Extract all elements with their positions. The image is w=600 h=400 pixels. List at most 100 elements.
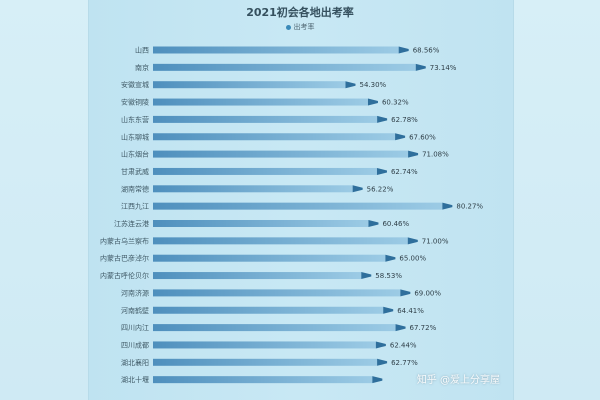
bar[interactable] [153,358,378,366]
data-label: 80.27% [456,203,483,211]
bar-tip [361,272,372,280]
bar[interactable] [153,133,396,141]
bar-tip [377,358,388,366]
bar-tip [442,202,453,210]
legend[interactable]: 出考率 [88,22,512,32]
bar[interactable] [153,272,362,280]
bar-group[interactable]: 湖北十堰 [121,375,383,384]
bar[interactable] [153,167,377,175]
legend-label: 出考率 [293,23,315,31]
category-tick-label: 内蒙古呼伦贝尔 [100,271,149,280]
bar-group[interactable]: 安徽宣城 54.30% [121,80,387,89]
bar[interactable] [153,46,399,54]
bar-group[interactable]: 湖南常德 56.22% [121,184,394,193]
bar[interactable] [153,324,396,332]
bar-group[interactable]: 山东聊城 67.60% [121,132,436,141]
bar-tip [352,185,363,193]
category-tick-label: 安徽宣城 [121,80,149,89]
bar-tip [398,46,409,54]
data-label: 67.72% [410,324,437,332]
bar[interactable] [153,98,368,106]
category-tick-label: 湖北十堰 [121,375,149,384]
bar-tip [383,306,394,314]
data-label: 71.00% [422,237,449,245]
data-label: 60.46% [382,220,409,228]
data-label: 54.30% [360,81,387,89]
data-label: 62.77% [391,359,418,367]
bar-group[interactable]: 江西九江 80.27% [121,202,483,211]
data-label: 68.56% [413,47,440,55]
bar[interactable] [153,237,408,245]
category-tick-label: 安徽铜陵 [121,98,149,107]
bar[interactable] [153,289,401,297]
category-tick-label: 甘肃武威 [121,167,149,176]
bar[interactable] [153,202,443,210]
bar-group[interactable]: 内蒙古呼伦贝尔 58.53% [100,271,402,280]
bar-tip [345,81,356,89]
bar-group[interactable]: 湖北襄阳 62.77% [121,358,418,367]
bar-tip [375,341,386,349]
bar[interactable] [153,254,386,262]
bar-group[interactable]: 内蒙古巴彦淖尔 65.00% [100,254,426,263]
category-tick-label: 四川内江 [121,323,149,332]
bar-group[interactable]: 内蒙古乌兰察布 71.00% [100,236,449,245]
bar-tip [395,133,406,141]
category-tick-label: 河南鹤壁 [121,306,149,315]
bar-tip [377,115,388,123]
bar-group[interactable]: 甘肃武威 62.74% [121,167,418,176]
category-tick-label: 山东烟台 [121,150,149,159]
category-tick-label: 湖北襄阳 [121,358,149,367]
data-label: 71.08% [422,151,449,159]
bar-group[interactable]: 南京 73.14% [135,63,457,72]
category-tick-label: 南京 [135,63,149,72]
category-tick-label: 河南济源 [121,288,149,297]
bar-tip [400,289,411,297]
category-tick-label: 内蒙古乌兰察布 [100,236,149,245]
bar-group[interactable]: 山东烟台 71.08% [121,150,449,159]
data-label: 65.00% [399,255,426,263]
bar-group[interactable]: 四川成都 62.44% [121,340,417,349]
bar-tip [385,254,396,262]
bar[interactable] [153,63,416,71]
bar-group[interactable]: 四川内江 67.72% [121,323,437,332]
data-label: 56.22% [367,185,394,193]
category-tick-label: 四川成都 [121,340,149,349]
bar[interactable] [153,81,346,89]
data-label: 62.44% [390,341,417,349]
bar-group[interactable]: 山东东营 62.78% [121,115,418,124]
category-tick-label: 内蒙古巴彦淖尔 [100,254,149,263]
bar-tip [408,150,419,158]
bar-tip [372,376,383,384]
data-label: 73.14% [430,64,457,72]
bar[interactable] [153,376,373,384]
bars-layer: 山西 68.56% 南京 73.14% 安徽宣城 54.30% 安徽铜陵 60.32% 山东东营… [100,46,483,385]
bar[interactable] [153,115,378,123]
bar[interactable] [153,220,369,227]
bar[interactable] [153,306,384,314]
bar-tip [407,237,418,245]
data-label: 67.60% [409,133,436,141]
data-label: 62.74% [391,168,418,176]
data-label: 69.00% [414,289,441,297]
bar-tip [376,167,387,175]
data-label: 60.32% [382,99,409,107]
bar[interactable] [153,185,353,193]
bar-group[interactable]: 河南鹤壁 64.41% [121,306,424,315]
bar[interactable] [153,341,376,349]
bar-group[interactable]: 江苏连云港 60.46% [114,219,410,228]
category-tick-label: 江苏连云港 [114,219,149,228]
bar-tip [395,324,406,332]
category-tick-label: 山西 [135,46,149,55]
category-tick-label: 山东聊城 [121,132,149,141]
chart-title: 2021初会各地出考率 [246,6,354,19]
bar-tip [368,220,379,227]
category-tick-label: 江西九江 [121,202,149,211]
bar-group[interactable]: 河南济源 69.00% [121,288,441,297]
bar-group[interactable]: 山西 68.56% [135,46,440,55]
bar[interactable] [153,150,409,158]
data-label: 64.41% [397,307,424,315]
bar-group[interactable]: 安徽铜陵 60.32% [121,98,409,107]
category-tick-label: 湖南常德 [121,184,149,193]
